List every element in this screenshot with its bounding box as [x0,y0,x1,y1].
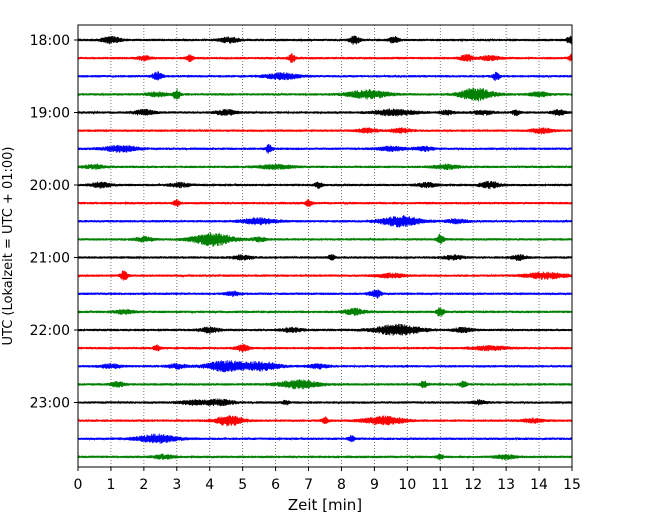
trace-2100 [77,253,573,262]
x-tick-label: 15 [563,477,581,493]
y-tick-label: 19:00 [30,106,70,122]
y-tick-label: 23:00 [30,396,70,412]
y-tick-label: 20:00 [30,178,70,194]
trace-2330 [77,433,573,444]
x-tick-label: 7 [304,477,313,493]
y-axis-label: UTC (Lokalzeit = UTC + 01:00) [1,147,16,346]
trace-2200 [77,323,573,336]
trace-2145 [77,307,573,317]
plot-frame [77,24,573,468]
trace-2345 [77,453,573,461]
x-tick-label: 4 [205,477,214,493]
x-axis-label: Zeit [min] [288,496,362,514]
trace-1945 [77,163,573,171]
trace-1930 [77,143,573,154]
y-tick-label: 22:00 [30,323,70,339]
trace-2130 [77,289,573,299]
trace-1915 [77,127,573,135]
trace-1830 [77,71,573,81]
y-axis-ticks: 18:00 19:00 20:00 21:00 22:00 23:00 [30,33,78,412]
x-tick-label: 0 [74,477,83,493]
x-tick-label: 13 [497,477,515,493]
trace-1900 [77,108,573,117]
x-tick-label: 12 [464,477,482,493]
trace-2230 [77,360,573,373]
trace-1815 [77,52,573,63]
trace-2115 [77,270,573,281]
x-tick-label: 5 [238,477,247,493]
x-axis-ticks: 0 1 2 3 4 5 6 7 8 9 10 11 12 13 14 15 [74,467,581,493]
trace-2000 [77,180,573,190]
x-tick-label: 2 [139,477,148,493]
x-tick-label: 6 [271,477,280,493]
trace-2215 [77,344,573,353]
x-tick-label: 14 [530,477,548,493]
seismogram-traces [77,35,573,461]
trace-2030 [77,215,573,228]
trace-1800 [77,35,573,45]
trace-2045 [77,232,573,247]
x-tick-label: 9 [370,477,379,493]
trace-2015 [77,198,573,208]
y-tick-label: 18:00 [30,33,70,49]
x-tick-label: 11 [431,477,449,493]
trace-2315 [77,415,573,427]
trace-2300 [77,398,573,407]
x-tick-label: 8 [337,477,346,493]
x-tick-label: 1 [106,477,115,493]
trace-1845 [77,87,573,102]
x-tick-label: 3 [172,477,181,493]
x-tick-label: 10 [398,477,416,493]
y-tick-label: 21:00 [30,251,70,267]
trace-2245 [77,379,573,390]
